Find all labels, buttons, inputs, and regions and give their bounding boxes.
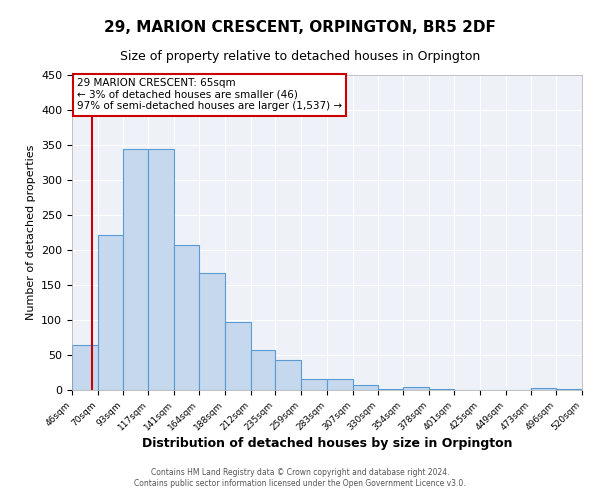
Bar [429,388,454,390]
Bar [122,148,148,390]
Bar [98,234,122,390]
X-axis label: Distribution of detached houses by size in Orpington: Distribution of detached houses by size … [142,438,512,450]
Bar [301,379,327,390]
Bar [327,379,353,390]
Text: 29 MARION CRESCENT: 65sqm
← 3% of detached houses are smaller (46)
97% of semi-d: 29 MARION CRESCENT: 65sqm ← 3% of detach… [77,78,342,112]
Bar [251,350,275,390]
Y-axis label: Number of detached properties: Number of detached properties [26,145,35,320]
Text: Size of property relative to detached houses in Orpington: Size of property relative to detached ho… [120,50,480,63]
Bar [199,273,225,390]
Bar [174,245,199,390]
Bar [556,388,582,390]
Bar [377,388,403,390]
Bar [275,360,301,390]
Text: Contains HM Land Registry data © Crown copyright and database right 2024.
Contai: Contains HM Land Registry data © Crown c… [134,468,466,487]
Bar [403,386,429,390]
Text: 29, MARION CRESCENT, ORPINGTON, BR5 2DF: 29, MARION CRESCENT, ORPINGTON, BR5 2DF [104,20,496,35]
Bar [72,344,98,390]
Bar [532,388,556,390]
Bar [353,385,377,390]
Bar [148,148,174,390]
Bar [225,322,251,390]
